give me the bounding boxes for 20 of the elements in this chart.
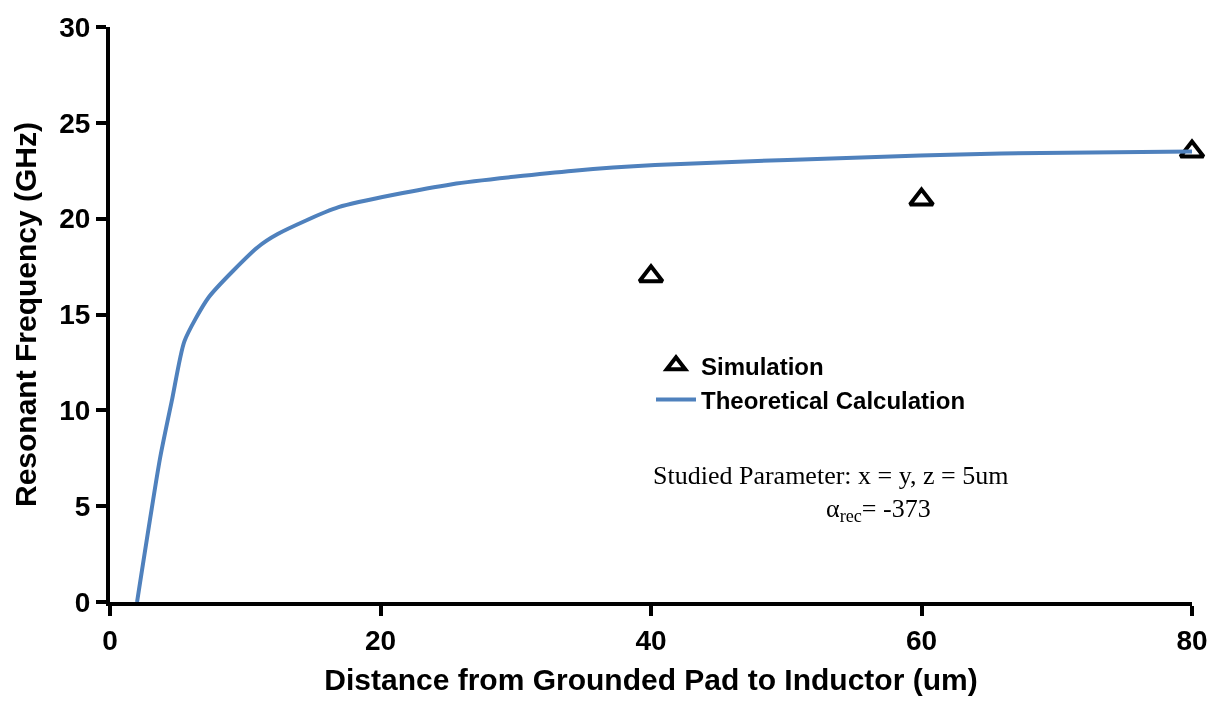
y-tick-label: 15 <box>59 299 91 331</box>
x-tick-label: 60 <box>905 624 938 656</box>
y-tick-label: 20 <box>59 203 91 235</box>
y-tick-label: 10 <box>59 395 91 427</box>
legend-label: Theoretical Calculation <box>701 386 966 414</box>
y-tick-label: 25 <box>59 107 91 139</box>
x-tick-label: 20 <box>364 624 397 656</box>
y-tick-label: 0 <box>74 586 91 618</box>
y-tick-label: 30 <box>59 11 91 43</box>
x-tick-label: 80 <box>1176 624 1208 656</box>
x-axis-title: Distance from Grounded Pad to Inductor (um) <box>324 662 978 696</box>
x-tick-label: 0 <box>102 624 118 656</box>
annotation: α$_{rec}$= -373 <box>826 494 931 527</box>
x-tick-label: 40 <box>635 624 667 656</box>
legend-label: Simulation <box>701 352 824 380</box>
point <box>637 264 665 284</box>
y-axis-title: Resonant Frequency (GHz) <box>8 121 42 508</box>
annotation: Studied Parameter: x = y, z = 5um <box>653 461 1009 490</box>
y-tick-label: 5 <box>74 490 91 522</box>
point <box>1178 139 1206 159</box>
